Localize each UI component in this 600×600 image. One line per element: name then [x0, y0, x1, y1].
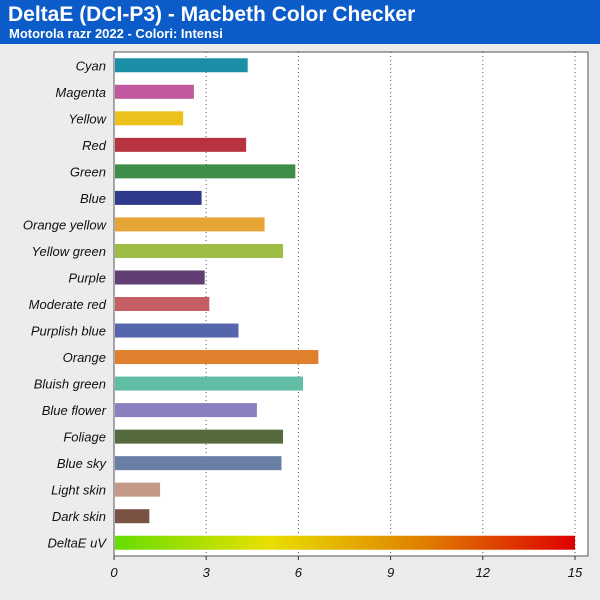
bar-green	[115, 164, 296, 179]
category-label-deltae-uv: DeltaE uV	[47, 536, 107, 551]
bar-blue	[115, 190, 202, 205]
category-label-red: Red	[82, 138, 107, 153]
bar-red	[115, 137, 247, 152]
bar-chart: 0 3 6 9 12 15 Cyan Magenta Yellow Red Green Blue Ora…	[23, 51, 589, 580]
category-label-blue-flower: Blue flower	[42, 403, 107, 418]
category-label-moderate-red: Moderate red	[29, 297, 107, 312]
bar-purplish-blue	[115, 323, 239, 338]
category-label-bluish-green: Bluish green	[34, 377, 106, 392]
category-label-blue-sky: Blue sky	[57, 456, 108, 471]
category-label-yellow: Yellow	[68, 111, 107, 126]
x-tick-label: 6	[295, 565, 303, 580]
category-label-green: Green	[70, 164, 106, 179]
category-label-orange: Orange	[63, 350, 106, 365]
category-label-yellow-green: Yellow green	[32, 244, 106, 259]
category-label-magenta: Magenta	[55, 85, 106, 100]
x-tick-label: 3	[203, 565, 211, 580]
bar-cyan	[115, 58, 248, 73]
bar-orange	[115, 350, 319, 365]
category-label-purplish-blue: Purplish blue	[31, 324, 106, 339]
category-label-cyan: Cyan	[76, 58, 106, 73]
chart-subtitle: Motorola razr 2022 - Colori: Intensi	[9, 26, 223, 41]
bar-light-skin	[115, 482, 161, 497]
bar-foliage	[115, 429, 284, 444]
bar-bluish-green	[115, 376, 304, 391]
category-label-purple: Purple	[68, 270, 106, 285]
bar-deltae-uv	[115, 535, 575, 550]
x-tick-label: 15	[568, 565, 583, 580]
x-tick-label: 12	[476, 565, 491, 580]
bar-magenta	[115, 84, 194, 99]
category-label-dark-skin: Dark skin	[52, 509, 106, 524]
x-tick-label: 9	[387, 565, 394, 580]
bar-dark-skin	[115, 509, 150, 524]
x-tick-label: 0	[110, 565, 118, 580]
chart-title: DeltaE (DCI-P3) - Macbeth Color Checker	[8, 3, 416, 26]
category-label-blue: Blue	[80, 191, 106, 206]
bar-purple	[115, 270, 205, 285]
chart-header: DeltaE (DCI-P3) - Macbeth Color Checker …	[0, 0, 600, 44]
bar-orange-yellow	[115, 217, 265, 232]
bar-yellow-green	[115, 243, 284, 258]
category-label-foliage: Foliage	[63, 430, 106, 445]
bar-blue-sky	[115, 456, 282, 471]
bar-yellow	[115, 111, 184, 126]
bar-blue-flower	[115, 403, 257, 418]
category-label-orange-yellow: Orange yellow	[23, 217, 108, 232]
category-label-light-skin: Light skin	[51, 483, 106, 498]
bar-moderate-red	[115, 297, 210, 311]
chart-area: 0 3 6 9 12 15 Cyan Magenta Yellow Red Green Blue Ora…	[0, 44, 600, 600]
